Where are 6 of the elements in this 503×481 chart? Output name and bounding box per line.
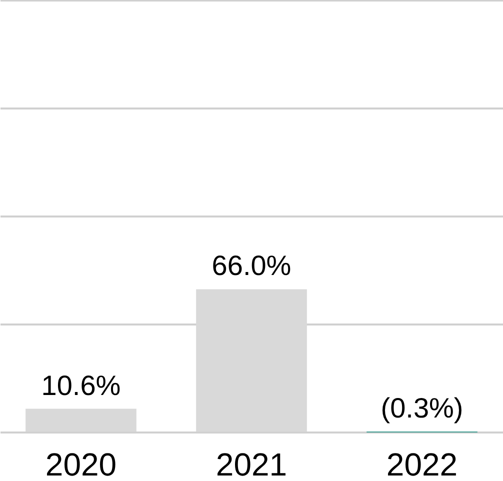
data-label: (0.3%) (380, 392, 464, 424)
data-label: 10.6% (41, 370, 121, 401)
x-tick-label: 2022 (386, 446, 458, 481)
x-tick-label: 2021 (216, 446, 288, 481)
data-label: 66.0% (212, 250, 292, 282)
x-tick-label: 2020 (45, 446, 117, 481)
